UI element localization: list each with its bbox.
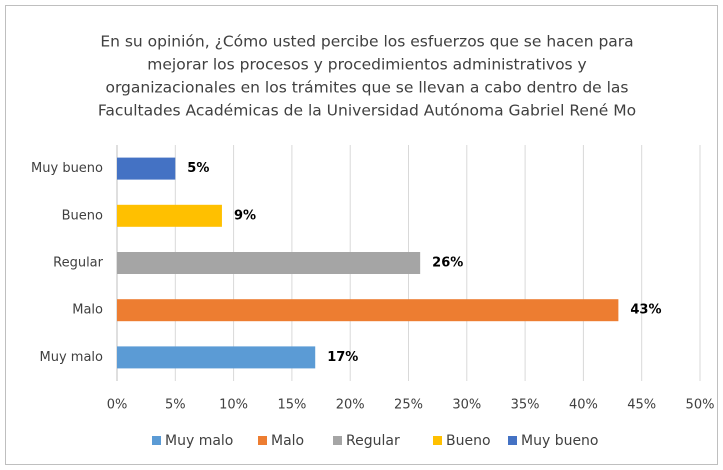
bar [117,157,176,180]
legend-swatch [433,436,442,445]
data-label: 9% [234,208,256,223]
legend-swatch [508,436,517,445]
chart-border [5,5,718,465]
x-tick-label: 15% [277,398,306,413]
legend-swatch [258,436,267,445]
bar [117,299,619,322]
y-tick-label: Muy malo [40,350,104,365]
x-tick-label: 10% [219,398,248,413]
bar [117,204,222,227]
chart-title: organizacionales en los trámites que se … [105,79,628,97]
legend-swatch [152,436,161,445]
data-label: 17% [327,350,358,365]
data-label: 5% [187,161,209,176]
legend-label: Malo [271,433,304,449]
x-tick-label: 40% [569,398,598,413]
data-label: 43% [630,303,661,318]
chart-title: Facultades Académicas de la Universidad … [98,102,636,120]
x-tick-label: 30% [452,398,481,413]
y-tick-label: Malo [72,303,103,318]
y-tick-label: Regular [53,256,104,271]
legend-label: Bueno [446,433,491,449]
x-tick-label: 35% [511,398,540,413]
bar [117,252,421,274]
y-tick-label: Muy bueno [31,161,103,176]
y-tick-label: Bueno [62,208,103,223]
bar [117,346,316,369]
legend-label: Regular [346,433,400,449]
x-tick-label: 0% [107,398,128,413]
x-tick-label: 5% [165,398,186,413]
legend-label: Muy malo [165,433,233,449]
chart-title: mejorar los procesos y procedimientos ad… [147,56,586,74]
chart-title: En su opinión, ¿Cómo usted percibe los e… [100,33,633,51]
x-tick-label: 50% [686,398,715,413]
x-tick-label: 20% [336,398,365,413]
x-tick-label: 45% [627,398,656,413]
legend-swatch [333,436,342,445]
data-label: 26% [432,256,463,271]
x-tick-label: 25% [394,398,423,413]
legend-label: Muy bueno [521,433,599,449]
